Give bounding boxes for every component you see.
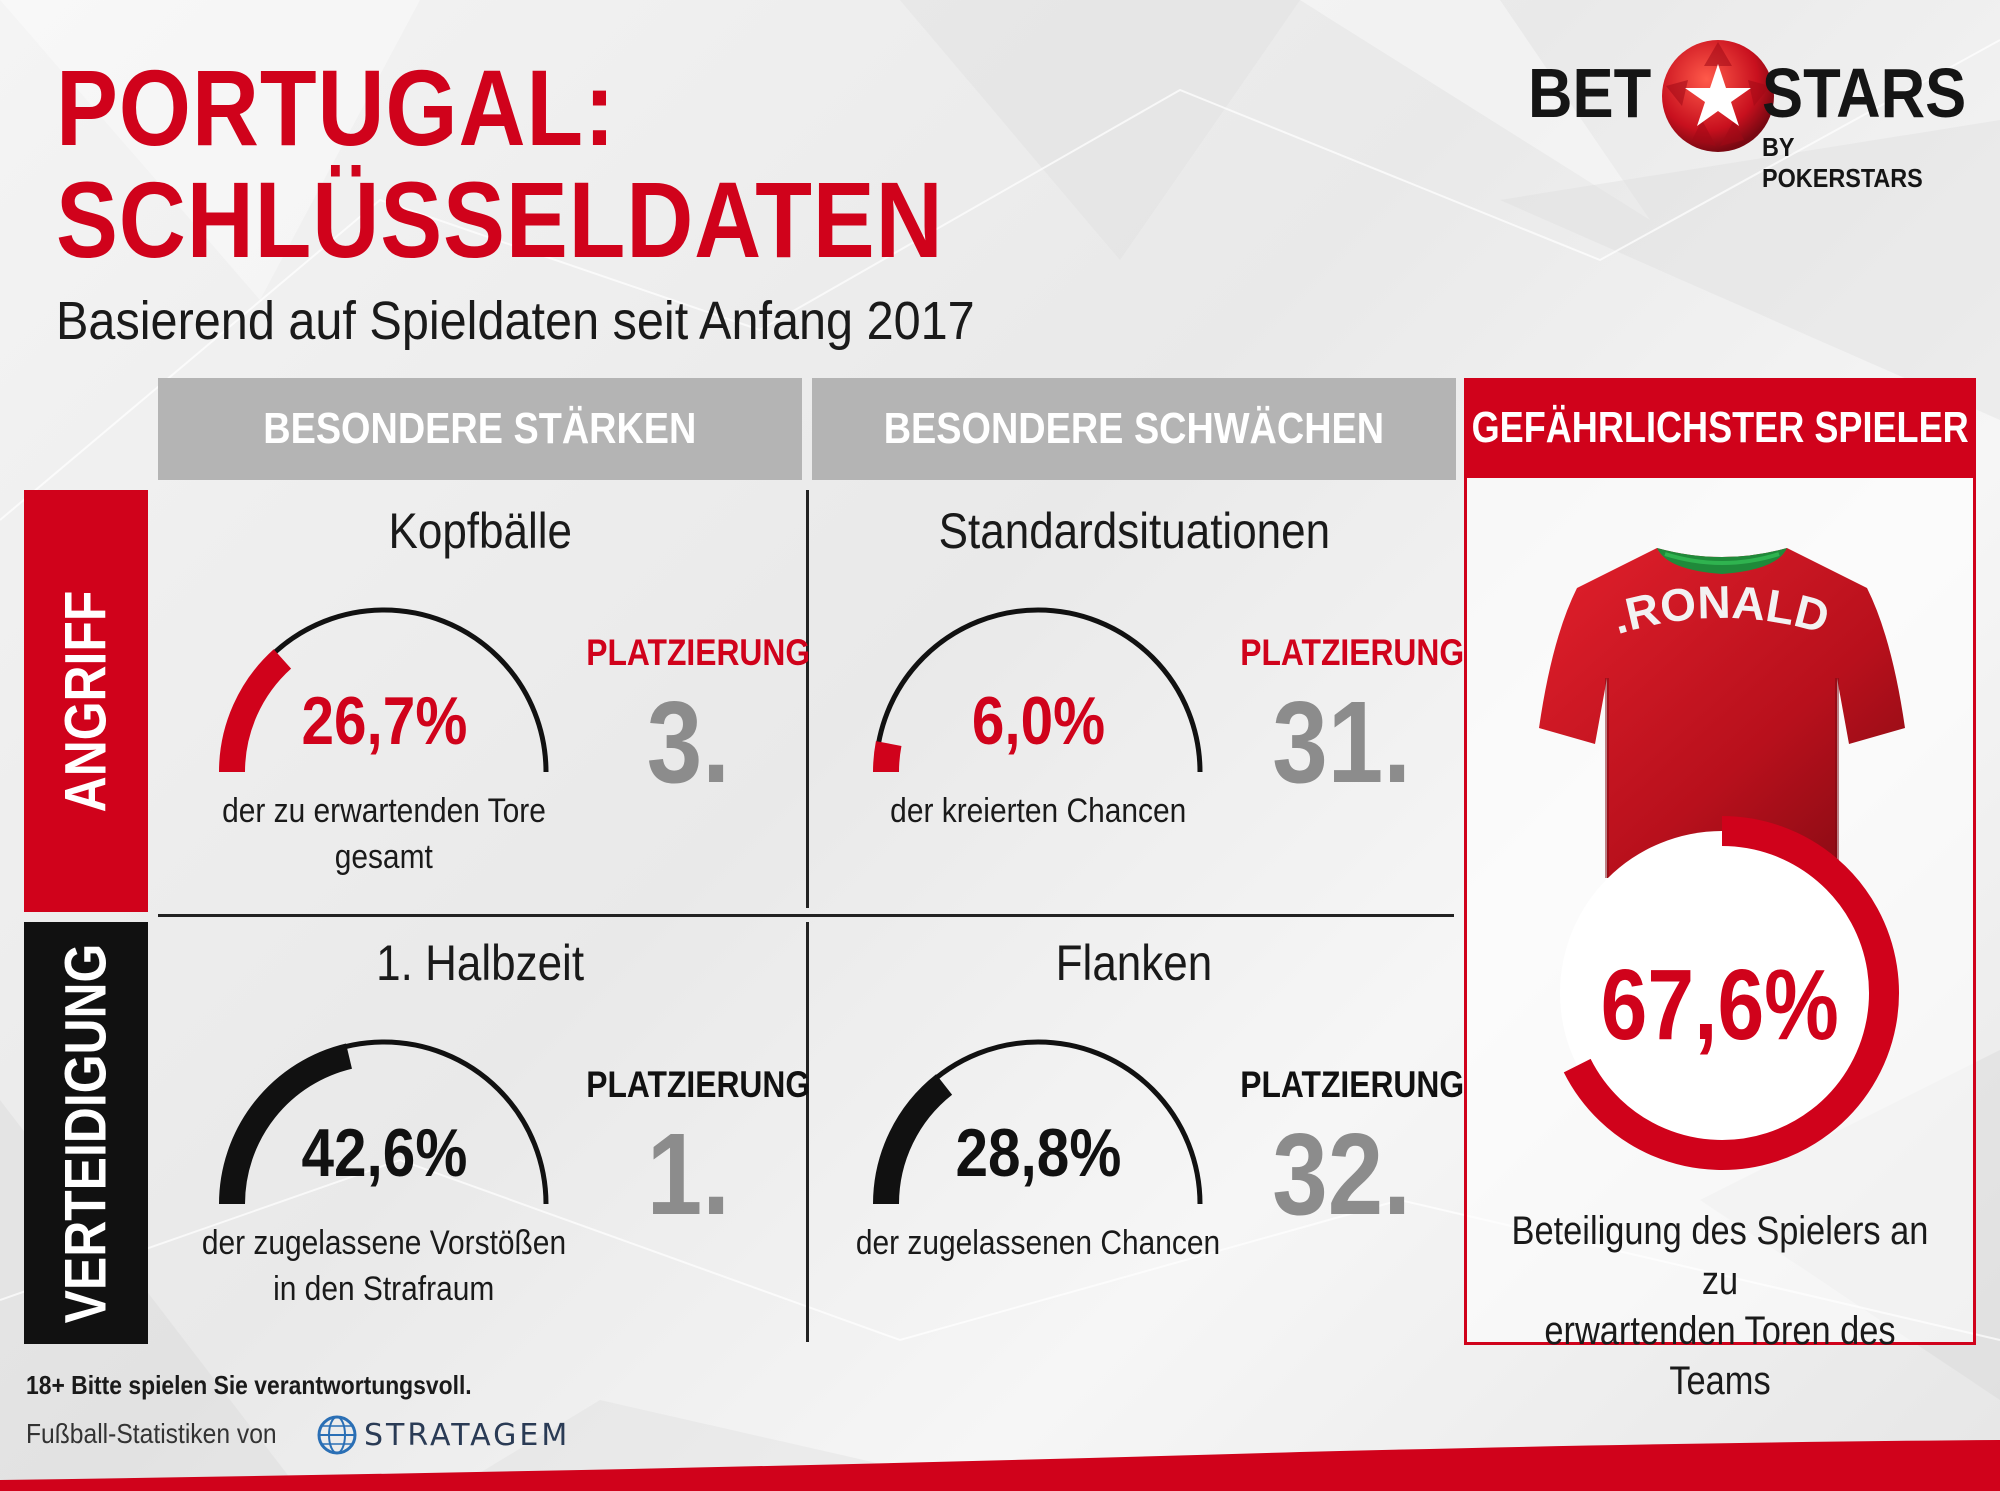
stat-title: Kopfbälle [388, 503, 572, 559]
stat-value: 6,0% [971, 683, 1105, 759]
divider-vertical-bottom [806, 922, 809, 1342]
stat-value: 28,8% [955, 1115, 1121, 1191]
stat-description: der zugelassenen Chancen [855, 1224, 1221, 1262]
stat-title: Flanken [1055, 935, 1213, 991]
column-header-weaknesses: BESONDERE SCHWÄCHEN [812, 378, 1456, 480]
player-description: Beteiligung des Spielers an zu erwartende… [1511, 1209, 1929, 1403]
stat-value: 26,7% [301, 683, 467, 759]
logo-tagline: BY POKERSTARS [1762, 132, 1923, 193]
column-header-strengths: BESONDERE STÄRKEN [158, 378, 802, 480]
row-label-attack: ANGRIFF [24, 490, 148, 912]
page-title: PORTUGAL: SCHLÜSSELDATEN [56, 52, 944, 276]
rank-label: PLATZIERUNG [586, 1064, 811, 1105]
disclaimer: 18+ Bitte spielen Sie verantwortungsvoll… [26, 1370, 472, 1400]
footer-red-wave [0, 1440, 2000, 1491]
stat-description: der zugelassene Vorstößen in den Strafrau… [201, 1224, 567, 1308]
title-line-1: PORTUGAL: [56, 47, 616, 168]
player-ring-chart [1560, 816, 1899, 1170]
gauge-arc [873, 1039, 1203, 1205]
rank-label: PLATZIERUNG [1240, 632, 1465, 673]
stat-cell-flanken: Flanken 28,8% der zugelassenen Chancen P… [812, 924, 1464, 1344]
stratagem-logo: STRATAGEM [316, 1410, 567, 1460]
jersey-icon: C.RONALDO [1537, 518, 1905, 878]
rank-value: 31. [1272, 677, 1412, 807]
rank-value: 32. [1272, 1109, 1412, 1239]
player-panel: C.RONALDO 67,6% Beteiligung des Spielers… [1464, 478, 1976, 1403]
page-subtitle: Basierend auf Spieldaten seit Anfang 201… [56, 291, 975, 351]
rank-value: 3. [646, 677, 730, 807]
gauge-arc [873, 607, 1203, 773]
globe-icon [317, 1415, 357, 1455]
divider-horizontal [158, 914, 1454, 917]
stratagem-brand: STRATAGEM [364, 1418, 571, 1453]
row-label-defense: VERTEIDIGUNG [24, 922, 148, 1344]
stat-cell-halbzeit: 1. Halbzeit 42,6% der zugelassene Vorstö… [158, 924, 810, 1344]
title-line-2: SCHLÜSSELDATEN [56, 159, 944, 280]
stat-cell-standardsituationen: Standardsituationen 6,0% der kreierten C… [812, 492, 1464, 912]
source-text: Fußball-Statistiken von [26, 1418, 277, 1449]
logo-word-stars: STARS [1762, 54, 1967, 132]
logo-word-bet: BET [1528, 54, 1652, 132]
rank-label: PLATZIERUNG [586, 632, 811, 673]
stat-value: 42,6% [301, 1115, 467, 1191]
divider-vertical-top [806, 490, 809, 908]
stat-cell-kopfbaelle: Kopfbälle 26,7% der zu erwartenden Tore g… [158, 492, 810, 912]
player-value: 67,6% [1600, 949, 1840, 1061]
stat-title: Standardsituationen [938, 503, 1330, 559]
stat-description: der zu erwartenden Tore gesamt [222, 792, 546, 876]
rank-label: PLATZIERUNG [1240, 1064, 1465, 1105]
rank-value: 1. [646, 1109, 730, 1239]
betstars-logo: BET STARS BY POKERSTARS [1524, 36, 1967, 193]
gauge-arc [219, 607, 549, 773]
stat-description: der kreierten Chancen [889, 792, 1187, 830]
gauge-arc [219, 1039, 549, 1205]
soccer-ball-star-icon [1662, 40, 1774, 152]
column-header-player: GEFÄHRLICHSTER SPIELER [1464, 378, 1976, 478]
stat-title: 1. Halbzeit [376, 935, 584, 991]
